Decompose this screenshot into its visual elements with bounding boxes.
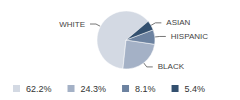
svg-text:8.1%: 8.1%: [135, 84, 156, 94]
svg-text:ASIAN: ASIAN: [166, 18, 190, 27]
svg-text:24.3%: 24.3%: [81, 84, 107, 94]
svg-text:5.4%: 5.4%: [185, 84, 206, 94]
svg-text:62.2%: 62.2%: [26, 84, 52, 94]
svg-text:HISPANIC: HISPANIC: [171, 32, 208, 41]
svg-text:WHITE: WHITE: [59, 20, 85, 29]
svg-text:BLACK: BLACK: [158, 62, 185, 71]
